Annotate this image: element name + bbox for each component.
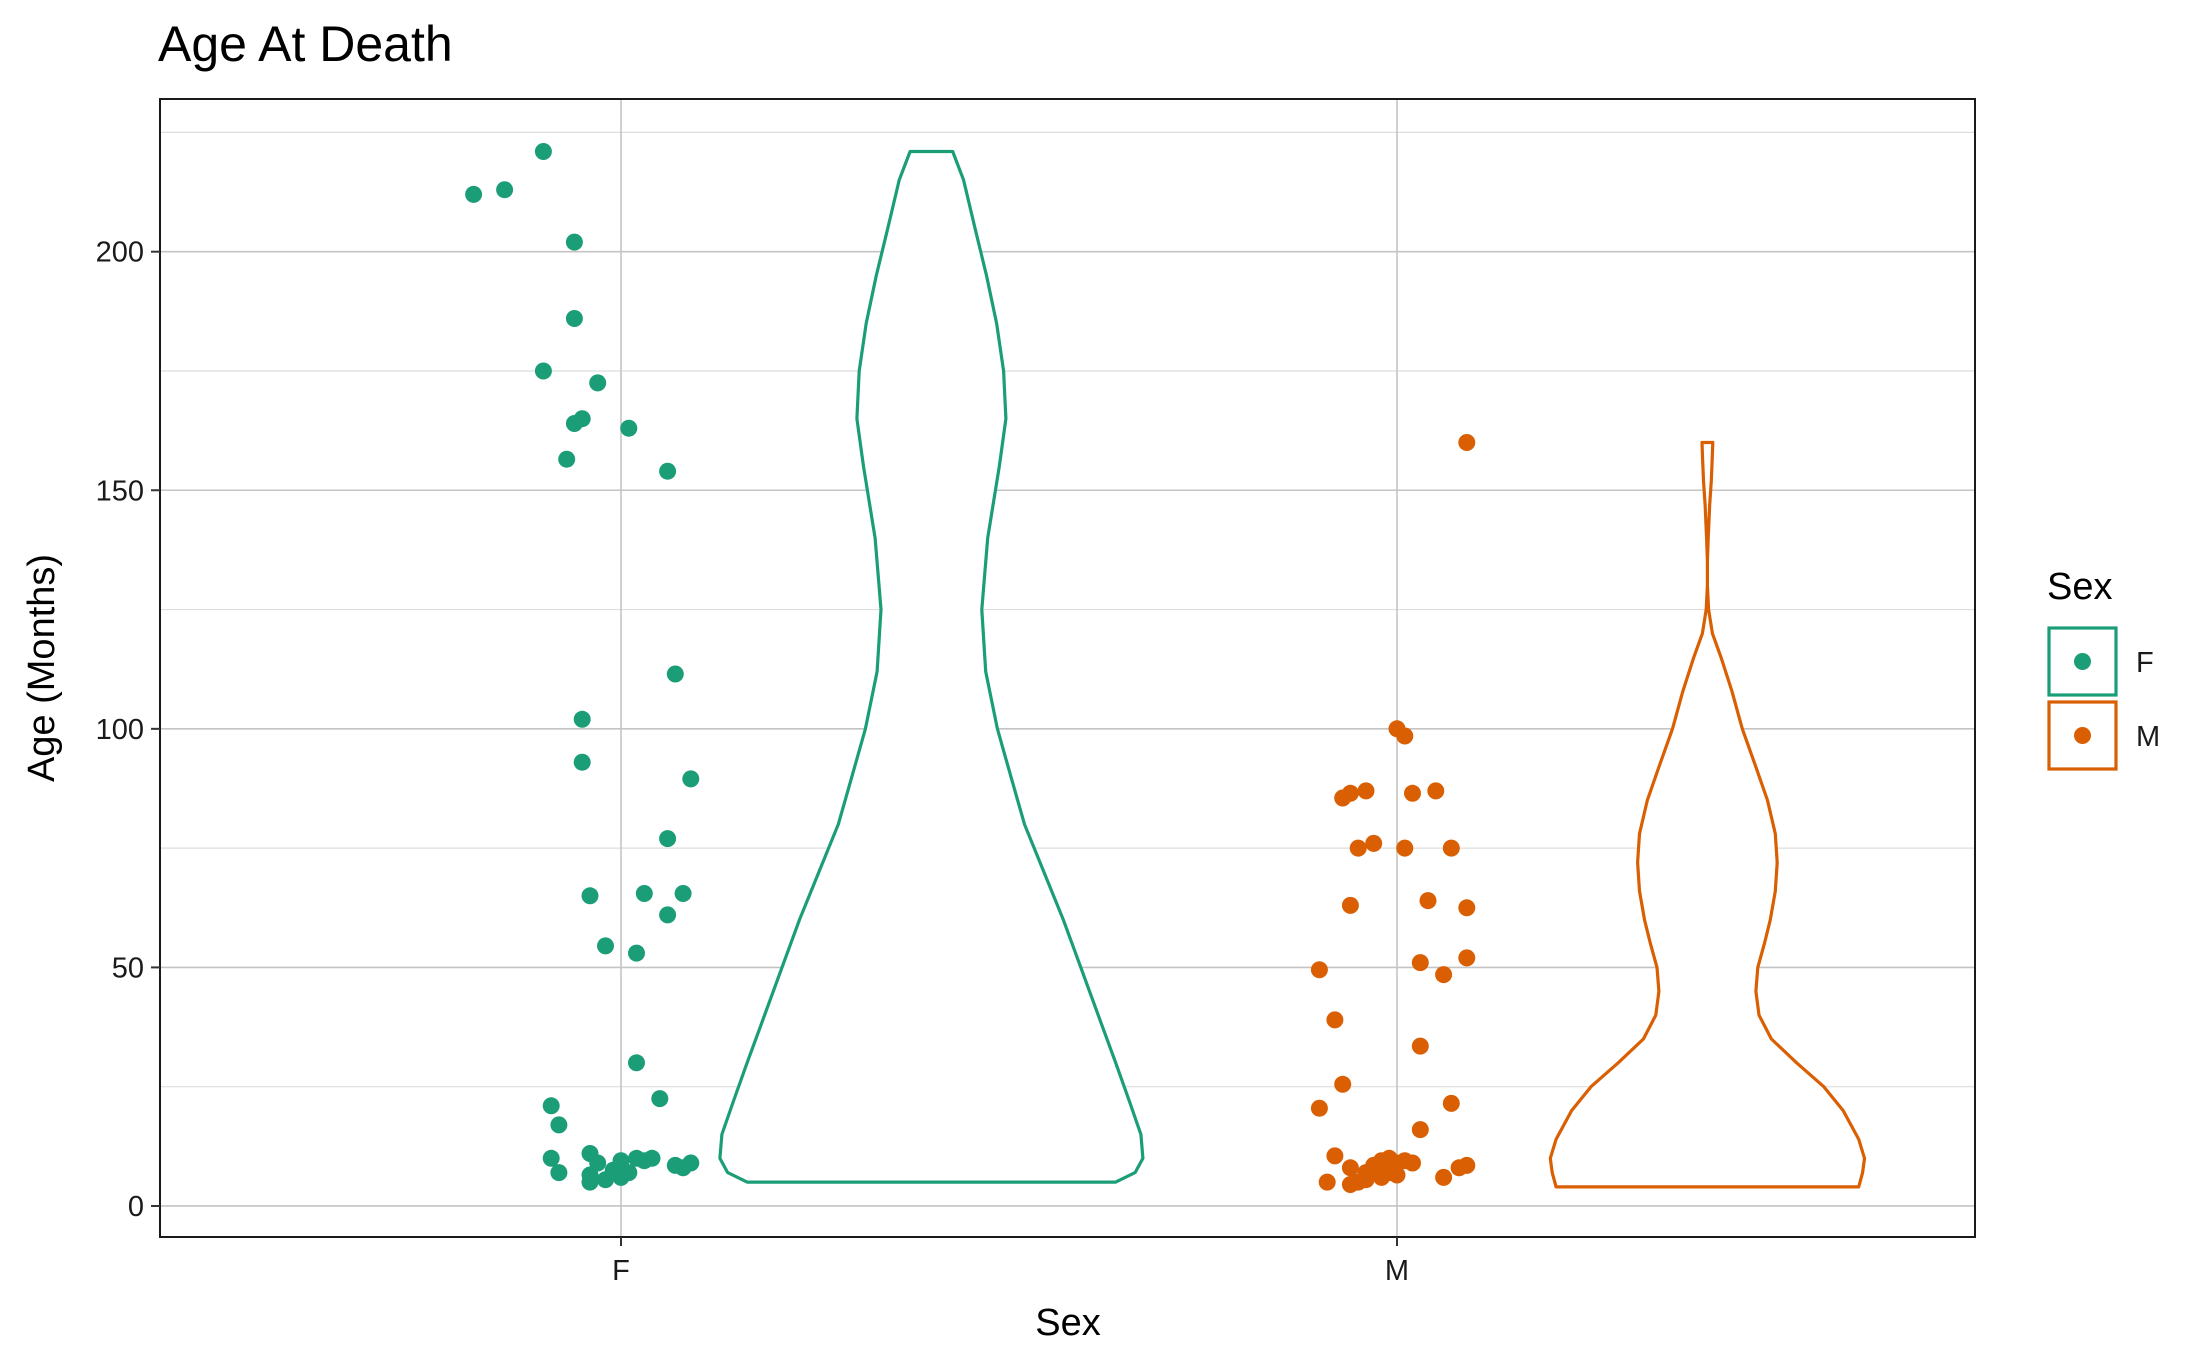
data-point-f — [651, 1090, 669, 1108]
y-tick-label: 50 — [112, 952, 144, 984]
data-point-f — [674, 885, 692, 902]
legend-label-f: F — [2136, 647, 2154, 679]
data-point-f — [628, 944, 645, 962]
data-point-m — [1310, 1099, 1328, 1117]
legend-marker-f — [2074, 653, 2091, 670]
data-point-f — [573, 753, 591, 771]
y-tick-label: 100 — [96, 714, 144, 746]
data-point-m — [1357, 782, 1375, 800]
y-tick-label: 0 — [128, 1191, 144, 1223]
data-point-m — [1349, 839, 1367, 857]
data-point-f — [565, 233, 583, 251]
data-point-f — [465, 185, 483, 203]
data-point-f — [620, 419, 638, 437]
data-point-f — [573, 710, 591, 728]
data-point-f — [659, 462, 677, 480]
data-point-m — [1396, 839, 1414, 857]
data-point-f — [534, 143, 552, 160]
violin-f — [718, 149, 1145, 1184]
data-point-f — [550, 1116, 568, 1134]
data-point-f — [496, 181, 514, 199]
data-point-f — [635, 885, 653, 902]
data-point-m — [1334, 789, 1352, 807]
y-tick-label: 150 — [96, 475, 144, 507]
jitter-points — [465, 143, 1476, 1193]
data-point-m — [1442, 1094, 1460, 1112]
chart-title: Age At Death — [158, 16, 453, 72]
x-axis-title: Sex — [1035, 1302, 1100, 1344]
data-point-f — [659, 906, 677, 924]
data-point-f — [643, 1149, 661, 1167]
data-point-m — [1326, 1147, 1344, 1165]
data-point-m — [1435, 966, 1453, 984]
y-axis-title: Age (Months) — [21, 554, 63, 782]
data-point-m — [1341, 896, 1359, 914]
data-point-m — [1334, 1075, 1352, 1093]
x-tick-label: F — [612, 1255, 630, 1287]
data-point-m — [1318, 1173, 1336, 1191]
y-axis: 0 50 100 150 200 — [96, 237, 160, 1223]
legend-label-m: M — [2136, 721, 2160, 753]
violins — [718, 149, 1867, 1189]
data-point-m — [1411, 1037, 1429, 1055]
data-point-m — [1341, 1159, 1359, 1177]
data-point-f — [542, 1149, 560, 1167]
data-point-f — [682, 770, 700, 788]
legend-title: Sex — [2047, 566, 2112, 608]
data-point-m — [1442, 839, 1460, 857]
data-point-m — [1411, 1121, 1429, 1139]
y-tick-label: 200 — [96, 237, 144, 269]
legend: Sex F M — [2047, 566, 2160, 771]
data-point-m — [1458, 1156, 1476, 1174]
data-point-m — [1411, 954, 1429, 972]
data-point-f — [565, 415, 583, 432]
data-point-f — [581, 887, 599, 905]
data-point-f — [597, 937, 614, 955]
data-point-f — [558, 450, 576, 468]
data-point-f — [620, 1164, 638, 1182]
data-point-m — [1458, 899, 1476, 917]
violin-m — [1548, 440, 1867, 1189]
data-point-m — [1341, 1176, 1359, 1193]
legend-marker-m — [2074, 727, 2091, 744]
data-point-f — [534, 362, 552, 380]
data-point-f — [581, 1173, 599, 1191]
data-point-m — [1365, 834, 1383, 852]
data-point-f — [659, 830, 677, 848]
data-point-m — [1404, 784, 1421, 802]
data-point-m — [1458, 434, 1476, 451]
data-point-f — [682, 1154, 700, 1172]
data-point-m — [1326, 1011, 1344, 1029]
data-point-m — [1427, 782, 1445, 800]
data-point-m — [1404, 1154, 1421, 1172]
data-point-m — [1310, 961, 1328, 979]
data-point-f — [565, 310, 583, 327]
data-point-f — [550, 1164, 568, 1182]
data-point-f — [628, 1054, 645, 1072]
data-point-m — [1419, 892, 1437, 910]
data-point-m — [1388, 1166, 1406, 1184]
plot-border — [159, 98, 1976, 1238]
data-point-f — [589, 374, 607, 392]
x-tick-label: M — [1385, 1255, 1409, 1287]
data-point-m — [1396, 727, 1414, 745]
data-point-m — [1458, 949, 1476, 967]
data-point-f — [666, 665, 684, 683]
data-point-m — [1357, 1171, 1375, 1189]
data-point-m — [1435, 1168, 1453, 1186]
data-point-f — [542, 1097, 560, 1115]
data-point-f — [597, 1171, 614, 1189]
